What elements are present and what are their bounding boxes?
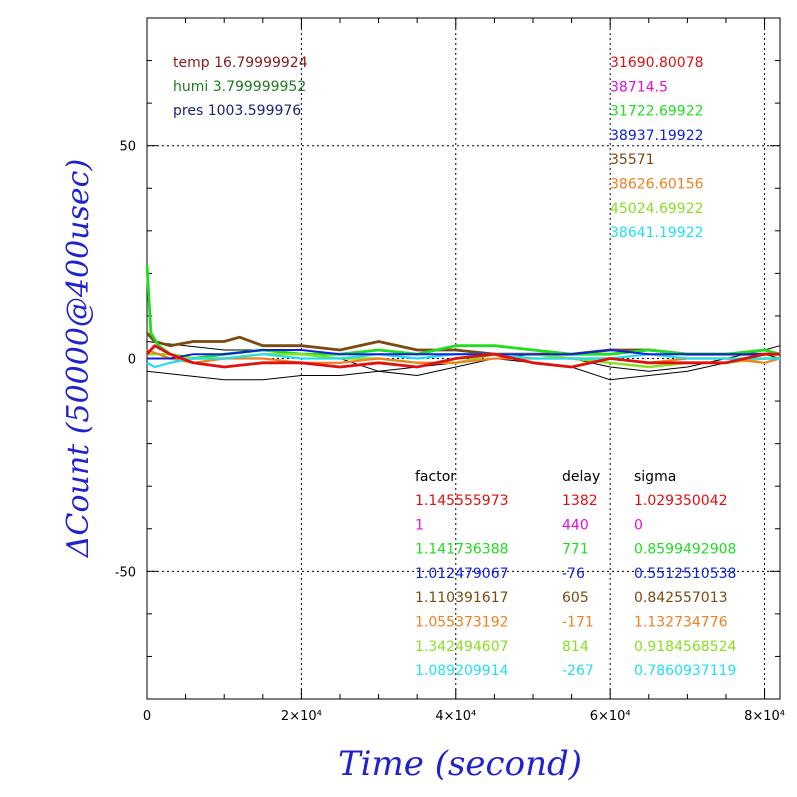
- table-cell-sigma: 0.5512510538: [634, 566, 736, 582]
- env-label: humi 3.799999952: [173, 79, 306, 95]
- table-cell-sigma: 0: [634, 517, 643, 533]
- y-tick-labels: 50 0 -50: [115, 140, 136, 581]
- x-tick-label: 4×10⁴: [435, 709, 476, 724]
- table-cell-factor: 1.110391617: [415, 590, 509, 606]
- series-mean-labels: 31690.80078 38714.5 31722.69922 38937.19922…: [610, 55, 704, 241]
- x-tick-label: 6×10⁴: [590, 709, 631, 724]
- table-cell-sigma: 0.842557013: [634, 590, 728, 606]
- series-mean-label: 38937.19922: [610, 128, 704, 144]
- table-cell-delay: -267: [562, 663, 594, 679]
- y-tick-label: 0: [128, 353, 136, 368]
- x-axis-title: Time (second): [338, 744, 582, 784]
- table-cell-delay: 440: [562, 517, 589, 533]
- series-mean-label: 31722.69922: [610, 104, 704, 120]
- y-tick-label: -50: [115, 565, 136, 580]
- table-cell-delay: 605: [562, 590, 589, 606]
- axis-ticks: [146, 17, 780, 700]
- environment-labels: temp 16.79999924 humi 3.799999952 pres 100…: [173, 55, 308, 119]
- env-label: pres 1003.599976: [173, 103, 301, 119]
- x-tick-label: 2×10⁴: [281, 709, 322, 724]
- table-cell-delay: 771: [562, 542, 589, 558]
- table-cell-factor: 1.089209914: [415, 663, 509, 679]
- table-cell-delay: -76: [562, 566, 585, 582]
- table-header: sigma: [634, 469, 676, 485]
- y-axis-title: ΔCount (50000@400usec): [61, 159, 96, 558]
- table-cell-factor: 1: [415, 517, 424, 533]
- table-cell-sigma: 1.132734776: [634, 615, 728, 631]
- table-header: factor: [415, 469, 456, 485]
- series-mean-label: 45024.69922: [610, 201, 704, 217]
- table-cell-factor: 1.145555973: [415, 493, 509, 509]
- x-tick-labels: 0 2×10⁴ 4×10⁴ 6×10⁴ 8×10⁴: [143, 709, 785, 724]
- series-mean-label: 31690.80078: [610, 55, 704, 71]
- x-tick-label: 0: [143, 709, 151, 724]
- fit-table: factor delay sigma 1.145555973 1382 1.0293500…: [415, 469, 737, 679]
- series-mean-label: 38626.60156: [610, 177, 704, 193]
- table-cell-delay: 814: [562, 639, 589, 655]
- series-mean-label: 35571: [610, 152, 655, 168]
- table-cell-delay: 1382: [562, 493, 598, 509]
- table-cell-delay: -171: [562, 615, 594, 631]
- table-cell-factor: 1.342494607: [415, 639, 509, 655]
- table-cell-factor: 1.055373192: [415, 615, 509, 631]
- table-cell-factor: 1.012479067: [415, 566, 509, 582]
- table-cell-factor: 1.141736388: [415, 542, 509, 558]
- series-mean-label: 38641.19922: [610, 225, 704, 241]
- table-cell-sigma: 1.029350042: [634, 493, 728, 509]
- env-label: temp 16.79999924: [173, 55, 308, 71]
- table-cell-sigma: 0.7860937119: [634, 663, 736, 679]
- y-tick-label: 50: [119, 140, 136, 155]
- table-cell-sigma: 0.8599492908: [634, 542, 736, 558]
- x-tick-label: 8×10⁴: [744, 709, 785, 724]
- series-mean-label: 38714.5: [610, 79, 668, 95]
- series-line: [145, 264, 781, 360]
- table-cell-sigma: 0.9184568524: [634, 639, 737, 655]
- series-line: [146, 353, 780, 369]
- series-line: [145, 344, 780, 369]
- series-line: [147, 349, 780, 360]
- series-lines: [145, 264, 781, 381]
- table-header: delay: [562, 469, 600, 485]
